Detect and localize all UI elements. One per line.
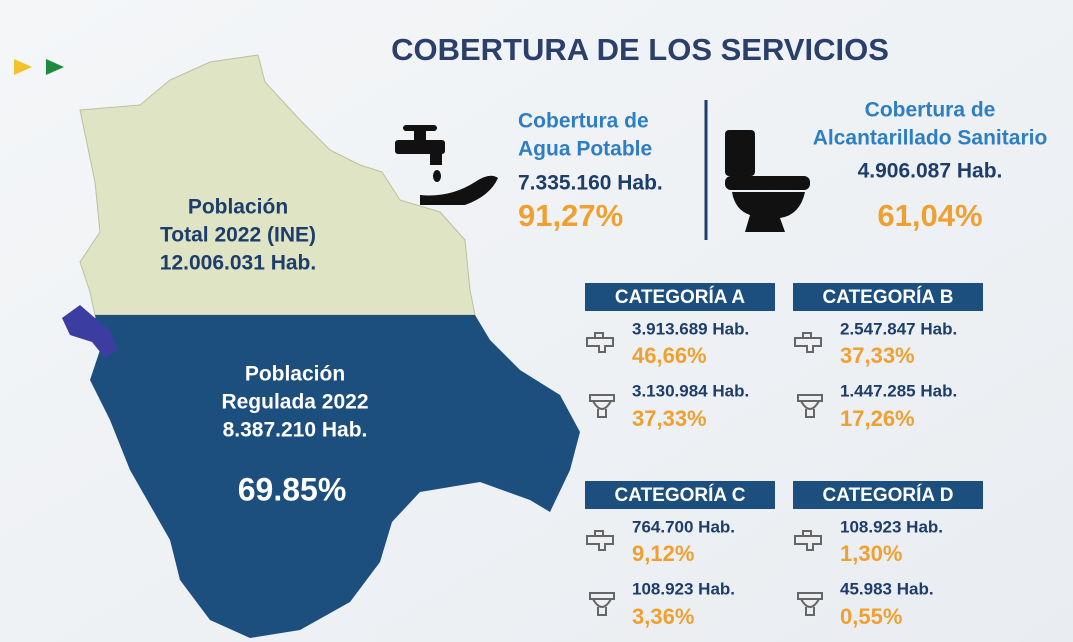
- regulated-line: Regulada 2022: [221, 391, 368, 414]
- sewer-percent: 3,36%: [632, 604, 694, 629]
- faucet-small-icon: [794, 530, 822, 551]
- water-percent: 9,12%: [632, 541, 694, 566]
- sewer-population: 45.983 Hab.: [840, 579, 934, 598]
- sewer-population: 4.906.087 Hab.: [858, 160, 1003, 183]
- toilet-small-icon: [797, 592, 823, 616]
- faucet-small-icon: [794, 332, 822, 353]
- water-percent: 91,27%: [518, 198, 623, 233]
- water-label: Agua Potable: [518, 138, 652, 161]
- toilet-icon: [725, 130, 810, 232]
- toilet-shape: [797, 592, 823, 616]
- sewer-percent: 37,33%: [632, 406, 707, 431]
- faucet-icon: [395, 125, 498, 205]
- category-name: CATEGORÍA B: [823, 286, 954, 308]
- toilet-small-icon: [589, 592, 615, 616]
- water-population: 7.335.160 Hab.: [518, 172, 663, 195]
- toilet-small-icon: [797, 394, 823, 418]
- sewer-percent: 0,55%: [840, 604, 902, 629]
- sewer-label: Cobertura de: [865, 99, 996, 122]
- arrow-green: [46, 59, 64, 75]
- category-name: CATEGORÍA A: [615, 286, 745, 308]
- faucet-shape: [794, 332, 822, 353]
- water-population: 3.913.689 Hab.: [632, 319, 749, 338]
- faucet-shape: [794, 530, 822, 551]
- sewer-population: 108.923 Hab.: [632, 579, 735, 598]
- regulated-percent: 69.85%: [238, 471, 347, 507]
- total-line: Población: [188, 196, 288, 219]
- water-population: 764.700 Hab.: [632, 517, 735, 536]
- category-name: CATEGORÍA C: [615, 484, 746, 506]
- toilet-small-icon: [589, 394, 615, 418]
- category-header: [793, 481, 983, 509]
- sewer-percent: 17,26%: [840, 406, 915, 431]
- water-population: 2.547.847 Hab.: [840, 319, 957, 338]
- regulated-line: Población: [245, 363, 345, 386]
- category-header: [793, 283, 983, 311]
- water-percent: 46,66%: [632, 343, 707, 368]
- map-lower: [90, 315, 580, 638]
- toilet-shape: [589, 592, 615, 616]
- faucet-small-icon: [586, 332, 614, 353]
- category-header: [585, 283, 775, 311]
- faucet-shape: [586, 332, 614, 353]
- category-name: CATEGORÍA D: [823, 484, 954, 506]
- water-percent: 1,30%: [840, 541, 902, 566]
- total-line: Total 2022 (INE): [160, 224, 316, 247]
- toilet-shape: [797, 394, 823, 418]
- title: COBERTURA DE LOS SERVICIOS: [391, 32, 889, 67]
- faucet-small-icon: [586, 530, 614, 551]
- sewer-percent: 61,04%: [877, 198, 982, 233]
- map-upper: [79, 54, 476, 316]
- regulated-line: 8.387.210 Hab.: [223, 419, 368, 442]
- water-percent: 37,33%: [840, 343, 915, 368]
- sewer-population: 3.130.984 Hab.: [632, 381, 749, 400]
- water-label: Cobertura de: [518, 110, 649, 133]
- sewer-label: Alcantarillado Sanitario: [813, 127, 1048, 150]
- toilet-shape: [589, 394, 615, 418]
- faucet-shape: [586, 530, 614, 551]
- total-line: 12.006.031 Hab.: [160, 252, 316, 275]
- arrow-yellow: [14, 59, 32, 75]
- lake: [62, 305, 118, 358]
- sewer-population: 1.447.285 Hab.: [840, 381, 957, 400]
- category-header: [585, 481, 775, 509]
- water-population: 108.923 Hab.: [840, 517, 943, 536]
